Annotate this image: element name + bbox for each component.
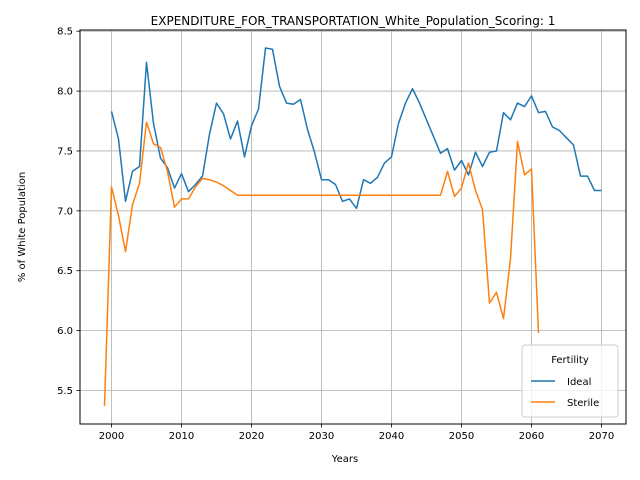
y-tick-label: 6.0 bbox=[57, 326, 73, 337]
y-tick-label: 7.0 bbox=[57, 206, 73, 217]
x-tick-label: 2000 bbox=[99, 431, 124, 442]
y-tick-label: 8.0 bbox=[57, 87, 73, 98]
plot-frame bbox=[79, 29, 627, 425]
series-lines bbox=[103, 47, 602, 407]
x-tick-label: 2050 bbox=[449, 431, 474, 442]
y-axis-label: % of White Population bbox=[17, 172, 28, 282]
grid-lines bbox=[80, 30, 626, 424]
legend-label-sterile: Sterile bbox=[567, 398, 599, 409]
y-tick-label: 7.5 bbox=[57, 146, 73, 157]
series-line-ideal bbox=[110, 47, 602, 210]
x-tick-label: 2020 bbox=[239, 431, 264, 442]
legend-box bbox=[521, 344, 619, 418]
x-tick-label: 2040 bbox=[379, 431, 404, 442]
x-tick-label: 2070 bbox=[589, 431, 614, 442]
y-tick-label: 6.5 bbox=[57, 266, 73, 277]
y-axis-ticks: 5.5 6.0 6.5 7.0 7.5 8.0 8.5 bbox=[57, 27, 80, 397]
y-tick-label: 5.5 bbox=[57, 386, 73, 397]
legend-label-ideal: Ideal bbox=[567, 377, 591, 388]
y-tick-label: 8.5 bbox=[57, 27, 73, 38]
x-axis-label: Years bbox=[331, 454, 358, 465]
legend-title: Fertility bbox=[551, 355, 589, 366]
legend: Fertility Ideal Sterile bbox=[521, 344, 619, 418]
x-tick-label: 2060 bbox=[519, 431, 544, 442]
x-tick-label: 2030 bbox=[309, 431, 334, 442]
chart-title: EXPENDITURE_FOR_TRANSPORTATION_White_Pop… bbox=[151, 14, 556, 28]
series-line-sterile bbox=[103, 121, 540, 407]
x-tick-label: 2010 bbox=[169, 431, 194, 442]
x-axis-ticks: 2000 2010 2020 2030 2040 2050 2060 2070 bbox=[99, 424, 614, 442]
